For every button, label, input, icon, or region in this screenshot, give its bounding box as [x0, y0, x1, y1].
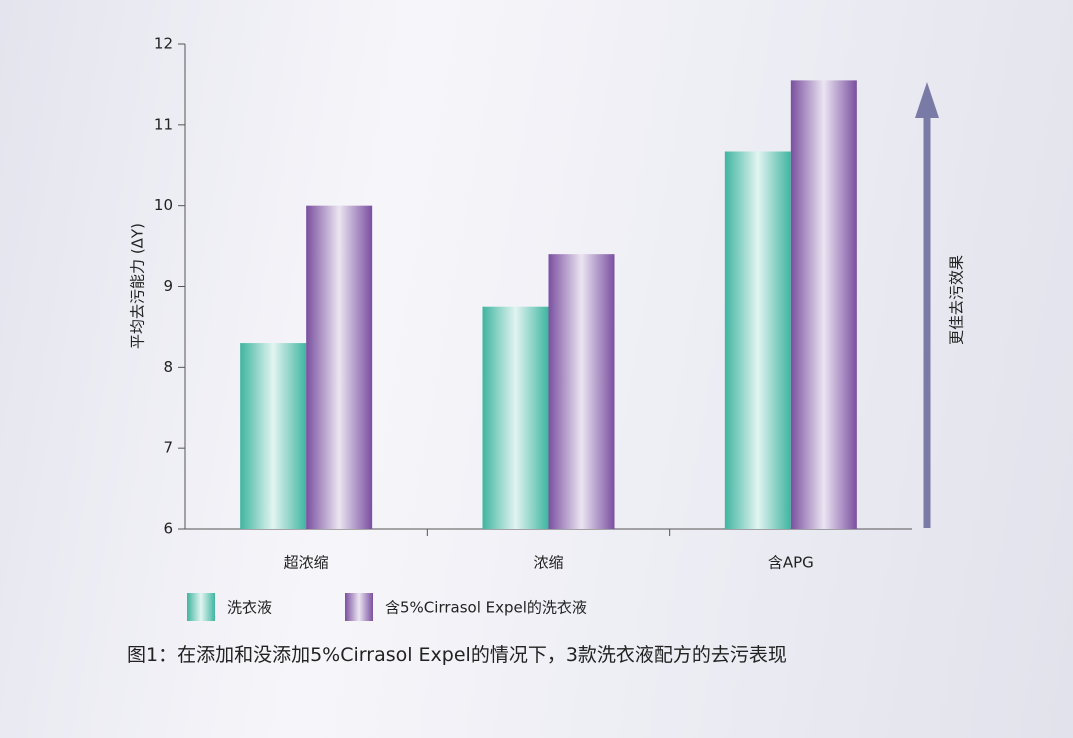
y-tick-label: 11: [154, 115, 173, 133]
y-tick-label: 12: [154, 35, 173, 53]
y-tick-label: 10: [154, 196, 173, 214]
x-tick-label: 浓缩: [533, 554, 563, 572]
y-tick-label: 8: [163, 358, 173, 376]
x-tick-label: 超浓缩: [284, 554, 329, 572]
bar: [306, 205, 373, 529]
bar: [240, 343, 307, 529]
bar: [482, 306, 549, 529]
bar: [724, 151, 791, 529]
arrow-head: [915, 82, 939, 118]
legend-swatch: [345, 593, 373, 621]
y-tick-label: 7: [163, 439, 173, 457]
arrow-label: 更佳去污效果: [948, 255, 966, 345]
legend-swatch: [187, 593, 215, 621]
x-tick-label: 含APG: [768, 554, 814, 572]
legend-label: 含5%Cirrasol Expel的洗衣液: [385, 599, 587, 617]
caption: 图1：在添加和没添加5%Cirrasol Expel的情况下，3款洗衣液配方的去…: [127, 644, 787, 666]
y-axis-label: 平均去污能力 (ΔY): [129, 223, 147, 349]
y-tick-label: 9: [163, 277, 173, 295]
bar: [548, 254, 615, 529]
legend-label: 洗衣液: [227, 599, 272, 617]
bar: [790, 80, 857, 529]
y-tick-label: 6: [163, 520, 173, 538]
